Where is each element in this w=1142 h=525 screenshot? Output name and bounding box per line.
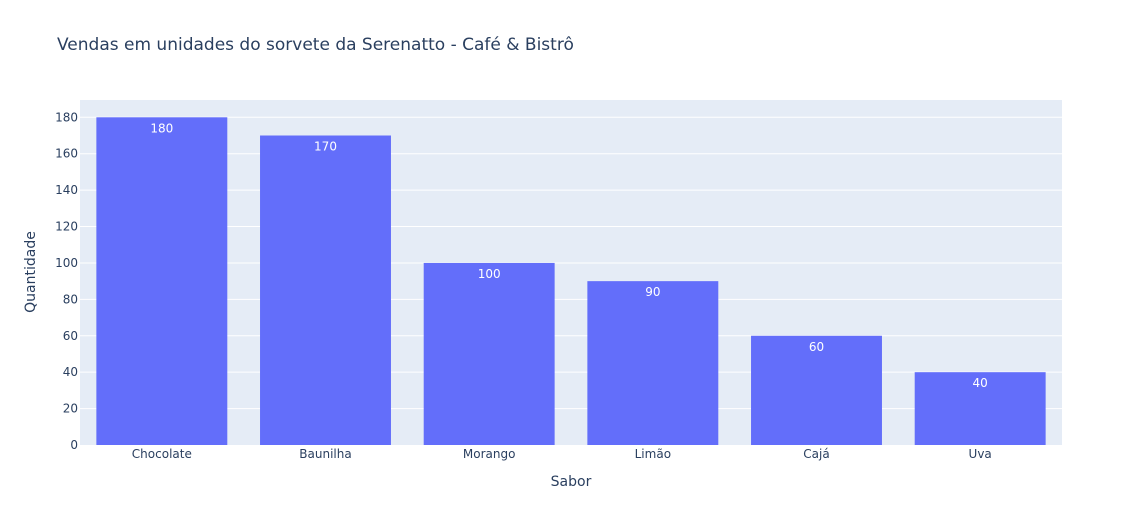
y-tick-label: 40 (63, 365, 78, 379)
bar-data-label: 170 (314, 140, 337, 154)
y-tick-label: 140 (55, 183, 78, 197)
x-tick-label: Morango (463, 447, 516, 461)
bar (423, 262, 555, 445)
x-axis-ticks: Chocolate Baunilha Morango Limão Cajá Uva (132, 447, 992, 461)
y-tick-label: 0 (70, 438, 78, 452)
x-tick-label: Chocolate (132, 447, 192, 461)
y-axis-ticks: 0 20 40 60 80 100 120 140 160 180 (55, 110, 78, 452)
y-axis-title: Quantidade (23, 231, 39, 313)
bar (751, 335, 882, 445)
x-tick-label: Limão (635, 447, 671, 461)
x-tick-label: Baunilha (299, 447, 351, 461)
y-tick-label: 100 (55, 256, 78, 270)
y-tick-label: 20 (63, 402, 78, 416)
y-tick-label: 80 (63, 292, 78, 306)
bar-data-label: 60 (809, 340, 824, 354)
bar-data-label: 40 (973, 376, 988, 390)
bar-data-label: 90 (645, 285, 660, 299)
x-axis-title: Sabor (551, 474, 592, 490)
plot-area (80, 100, 1062, 445)
bar (96, 117, 228, 445)
bar (260, 135, 391, 445)
bar-data-label: 100 (478, 267, 501, 281)
chart-title: Vendas em unidades do sorvete da Serenat… (57, 35, 574, 55)
y-tick-label: 160 (55, 147, 78, 161)
y-tick-label: 180 (55, 110, 78, 124)
gridlines (80, 116, 1062, 410)
y-tick-label: 120 (55, 220, 78, 234)
bar (914, 372, 1046, 445)
bars: 180 170 100 90 60 40 (96, 117, 1046, 445)
x-tick-label: Uva (969, 447, 992, 461)
x-tick-label: Cajá (803, 447, 829, 461)
y-tick-label: 60 (63, 329, 78, 343)
bar (587, 281, 719, 445)
bar-data-label: 180 (150, 121, 173, 135)
